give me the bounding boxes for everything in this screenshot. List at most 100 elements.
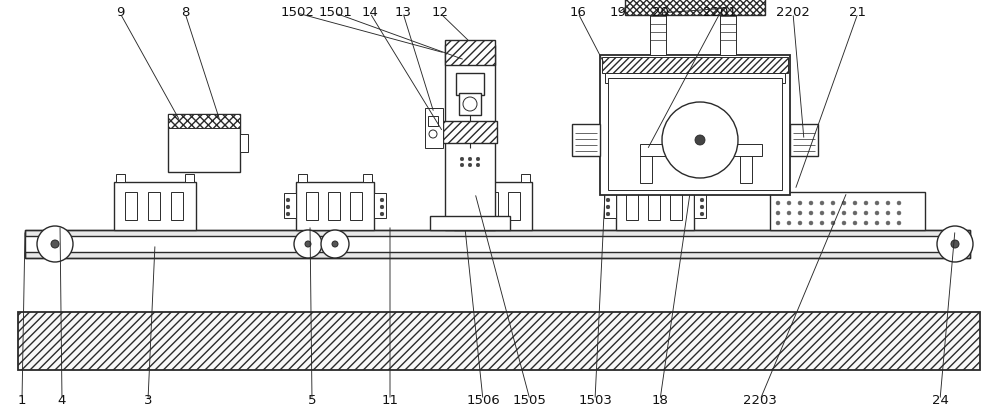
Circle shape [951, 240, 959, 248]
Circle shape [875, 201, 879, 205]
Bar [445, 45, 495, 230]
Circle shape [468, 163, 472, 167]
Circle shape [842, 221, 846, 225]
Circle shape [798, 201, 802, 205]
Bar [240, 134, 248, 152]
Bar [284, 193, 296, 218]
Bar [459, 93, 481, 115]
Bar [185, 174, 194, 182]
Bar [374, 193, 386, 218]
Circle shape [294, 230, 322, 258]
Bar [720, 0, 736, 55]
Bar [114, 182, 196, 230]
Circle shape [695, 135, 705, 145]
Text: 24: 24 [932, 394, 948, 406]
Text: 9: 9 [116, 7, 124, 19]
Bar [445, 40, 495, 65]
Bar [425, 108, 443, 148]
Circle shape [809, 201, 813, 205]
Circle shape [937, 226, 973, 262]
Circle shape [286, 212, 290, 216]
Text: 19: 19 [610, 7, 626, 19]
Circle shape [875, 211, 879, 215]
Bar [626, 192, 638, 220]
Text: 1505: 1505 [513, 394, 547, 406]
Bar [443, 121, 497, 143]
Circle shape [864, 211, 868, 215]
Bar [298, 174, 307, 182]
Bar [168, 114, 240, 172]
Circle shape [853, 221, 857, 225]
Bar [456, 174, 465, 182]
Circle shape [460, 157, 464, 161]
Text: 18: 18 [652, 394, 668, 406]
Bar [430, 216, 510, 230]
Bar [648, 192, 660, 220]
Text: 1501: 1501 [318, 7, 352, 19]
Bar [790, 124, 818, 156]
Circle shape [468, 157, 472, 161]
Text: 11: 11 [382, 394, 398, 406]
Text: 1503: 1503 [578, 394, 612, 406]
Circle shape [853, 211, 857, 215]
Circle shape [809, 221, 813, 225]
Text: 4: 4 [58, 394, 66, 406]
Bar [694, 193, 706, 218]
Circle shape [842, 201, 846, 205]
Bar [464, 192, 476, 220]
Circle shape [853, 201, 857, 205]
Circle shape [831, 201, 835, 205]
Bar [168, 114, 240, 128]
Bar [486, 192, 498, 220]
Bar [604, 193, 616, 218]
Text: 1: 1 [18, 394, 26, 406]
Text: 14: 14 [362, 7, 378, 19]
Bar [605, 73, 785, 83]
Bar [18, 312, 980, 370]
Text: 1506: 1506 [466, 394, 500, 406]
Bar [740, 148, 752, 183]
Circle shape [897, 201, 901, 205]
Circle shape [380, 212, 384, 216]
Circle shape [700, 205, 704, 209]
Circle shape [305, 241, 311, 247]
Bar [25, 230, 970, 258]
Circle shape [897, 221, 901, 225]
Text: 2201: 2201 [703, 7, 737, 19]
Bar [350, 192, 362, 220]
Bar [454, 182, 532, 230]
Circle shape [886, 221, 890, 225]
Circle shape [886, 201, 890, 205]
Bar [683, 174, 692, 182]
Bar [306, 192, 318, 220]
Bar [640, 148, 652, 183]
Circle shape [700, 212, 704, 216]
Circle shape [380, 198, 384, 202]
Circle shape [476, 163, 480, 167]
Bar [600, 55, 790, 195]
Circle shape [460, 163, 464, 167]
Circle shape [776, 201, 780, 205]
Text: 12: 12 [432, 7, 448, 19]
Circle shape [380, 205, 384, 209]
Bar [456, 73, 484, 95]
Circle shape [37, 226, 73, 262]
Text: 2203: 2203 [743, 394, 777, 406]
Circle shape [820, 221, 824, 225]
Circle shape [51, 240, 59, 248]
Text: 20: 20 [652, 7, 668, 19]
Bar [25, 230, 970, 236]
Circle shape [321, 230, 349, 258]
Circle shape [776, 211, 780, 215]
Circle shape [798, 221, 802, 225]
Bar [670, 192, 682, 220]
Text: 8: 8 [181, 7, 189, 19]
Bar [25, 252, 970, 258]
Circle shape [286, 198, 290, 202]
Circle shape [606, 212, 610, 216]
Circle shape [700, 198, 704, 202]
Bar [572, 124, 600, 156]
Circle shape [864, 201, 868, 205]
Circle shape [776, 221, 780, 225]
Bar [618, 174, 627, 182]
